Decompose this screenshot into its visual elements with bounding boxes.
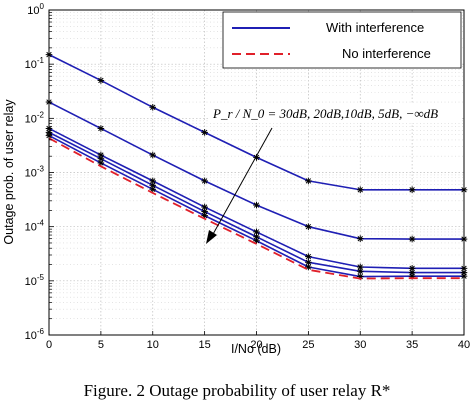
- star-marker-stroke: [357, 235, 363, 242]
- x-tick-label: 35: [406, 339, 418, 351]
- star-marker-stroke: [409, 265, 415, 272]
- y-axis-label: Outage prob. of user relay: [2, 99, 16, 245]
- series-1-point: [149, 151, 157, 159]
- series-2-point: [305, 253, 312, 260]
- y-tick-exponent: -5: [37, 273, 45, 282]
- ticks-group: 0 5 10 15 20 25 30 35 4010010-110-210-310-410-51…: [25, 2, 471, 351]
- legend-label-no-interference: No interference: [342, 46, 431, 61]
- y-tick-label: 10-4: [25, 219, 45, 234]
- y-tick-label: 10-6: [25, 327, 45, 342]
- star-marker-stroke: [98, 155, 104, 162]
- series-0-point: [201, 129, 208, 136]
- y-tick-base: 10: [25, 330, 37, 342]
- series-3-point: [356, 268, 364, 275]
- series-1-point: [201, 177, 208, 185]
- series-1-point: [356, 235, 364, 242]
- star-marker-stroke: [150, 182, 156, 189]
- star-marker-stroke: [409, 187, 415, 193]
- star-marker-stroke: [150, 178, 156, 184]
- star-marker-stroke: [253, 234, 260, 240]
- y-tick-exponent: -3: [37, 165, 45, 174]
- series-2-point: [408, 265, 416, 272]
- y-tick-label: 100: [27, 2, 44, 17]
- y-tick-exponent: -4: [37, 219, 45, 228]
- x-tick-label: 5: [98, 339, 104, 351]
- figure-caption: Figure. 2 Outage probability of user rel…: [84, 381, 391, 400]
- legend-label-with-interference: With interference: [326, 20, 424, 35]
- star-marker-stroke: [305, 178, 312, 184]
- y-tick-base: 10: [25, 276, 37, 288]
- x-tick-label: 40: [458, 339, 470, 351]
- y-tick-base: 10: [25, 168, 37, 180]
- legend-box: [222, 11, 462, 69]
- y-tick-exponent: -6: [37, 327, 45, 336]
- series-0-point: [305, 177, 312, 185]
- star-marker-stroke: [253, 202, 260, 208]
- annotation-arrow-line: [211, 127, 273, 237]
- series-1-point: [408, 235, 416, 243]
- y-tick-base: 10: [25, 113, 37, 125]
- legend: With interference No interference: [222, 11, 462, 69]
- annotation-arrow-head: [206, 230, 217, 244]
- y-tick-base: 10: [25, 222, 37, 234]
- y-tick-label: 10-3: [25, 165, 45, 180]
- series-1-point: [253, 201, 260, 209]
- series-4-point: [149, 185, 157, 193]
- x-tick-label: 20: [250, 339, 262, 351]
- y-tick-exponent: -2: [37, 110, 45, 119]
- star-marker-stroke: [253, 229, 260, 235]
- y-tick-base: 10: [27, 5, 39, 17]
- star-marker-stroke: [98, 125, 104, 132]
- star-marker-stroke: [201, 178, 208, 184]
- star-marker-stroke: [201, 204, 208, 210]
- y-tick-label: 10-1: [25, 56, 45, 71]
- y-tick-exponent: -1: [37, 56, 45, 65]
- series-1-point: [97, 125, 105, 132]
- series-1-point: [305, 223, 312, 230]
- y-tick-label: 10-2: [25, 110, 45, 125]
- series-0-point: [97, 77, 105, 84]
- star-marker-stroke: [357, 264, 363, 270]
- series-line-5: [48, 137, 464, 280]
- series-2-point: [356, 263, 364, 271]
- star-marker-stroke: [98, 77, 104, 84]
- series-0-point: [149, 103, 157, 111]
- y-tick-exponent: 0: [40, 2, 45, 11]
- star-marker-stroke: [305, 223, 312, 230]
- x-tick-label: 25: [302, 339, 314, 351]
- star-marker-stroke: [305, 259, 312, 265]
- annotation-background: [210, 103, 462, 123]
- annotation-text: P_r / N_0 = 30dB, 20dB,10dB, 5dB, −∞dB: [212, 106, 438, 121]
- x-tick-label: 10: [147, 339, 159, 351]
- x-tick-label: 15: [199, 339, 211, 351]
- star-marker-stroke: [305, 253, 312, 260]
- star-marker-stroke: [357, 268, 363, 274]
- series-0-point: [356, 186, 364, 194]
- star-marker-stroke: [150, 104, 156, 110]
- x-tick-label: 30: [354, 339, 366, 351]
- y-tick-base: 10: [25, 59, 37, 71]
- star-marker-stroke: [150, 186, 156, 192]
- star-marker-stroke: [150, 152, 156, 158]
- star-marker-stroke: [357, 187, 363, 193]
- series-0-point: [408, 186, 416, 194]
- star-marker-stroke: [409, 236, 415, 242]
- x-tick-label: 0: [46, 339, 52, 351]
- series-3-point: [97, 155, 105, 162]
- y-tick-label: 10-5: [25, 273, 45, 288]
- series-2-point: [149, 177, 157, 185]
- x-axis-label: I/No (dB): [231, 342, 281, 356]
- star-marker-stroke: [201, 208, 208, 215]
- star-marker-stroke: [201, 129, 208, 136]
